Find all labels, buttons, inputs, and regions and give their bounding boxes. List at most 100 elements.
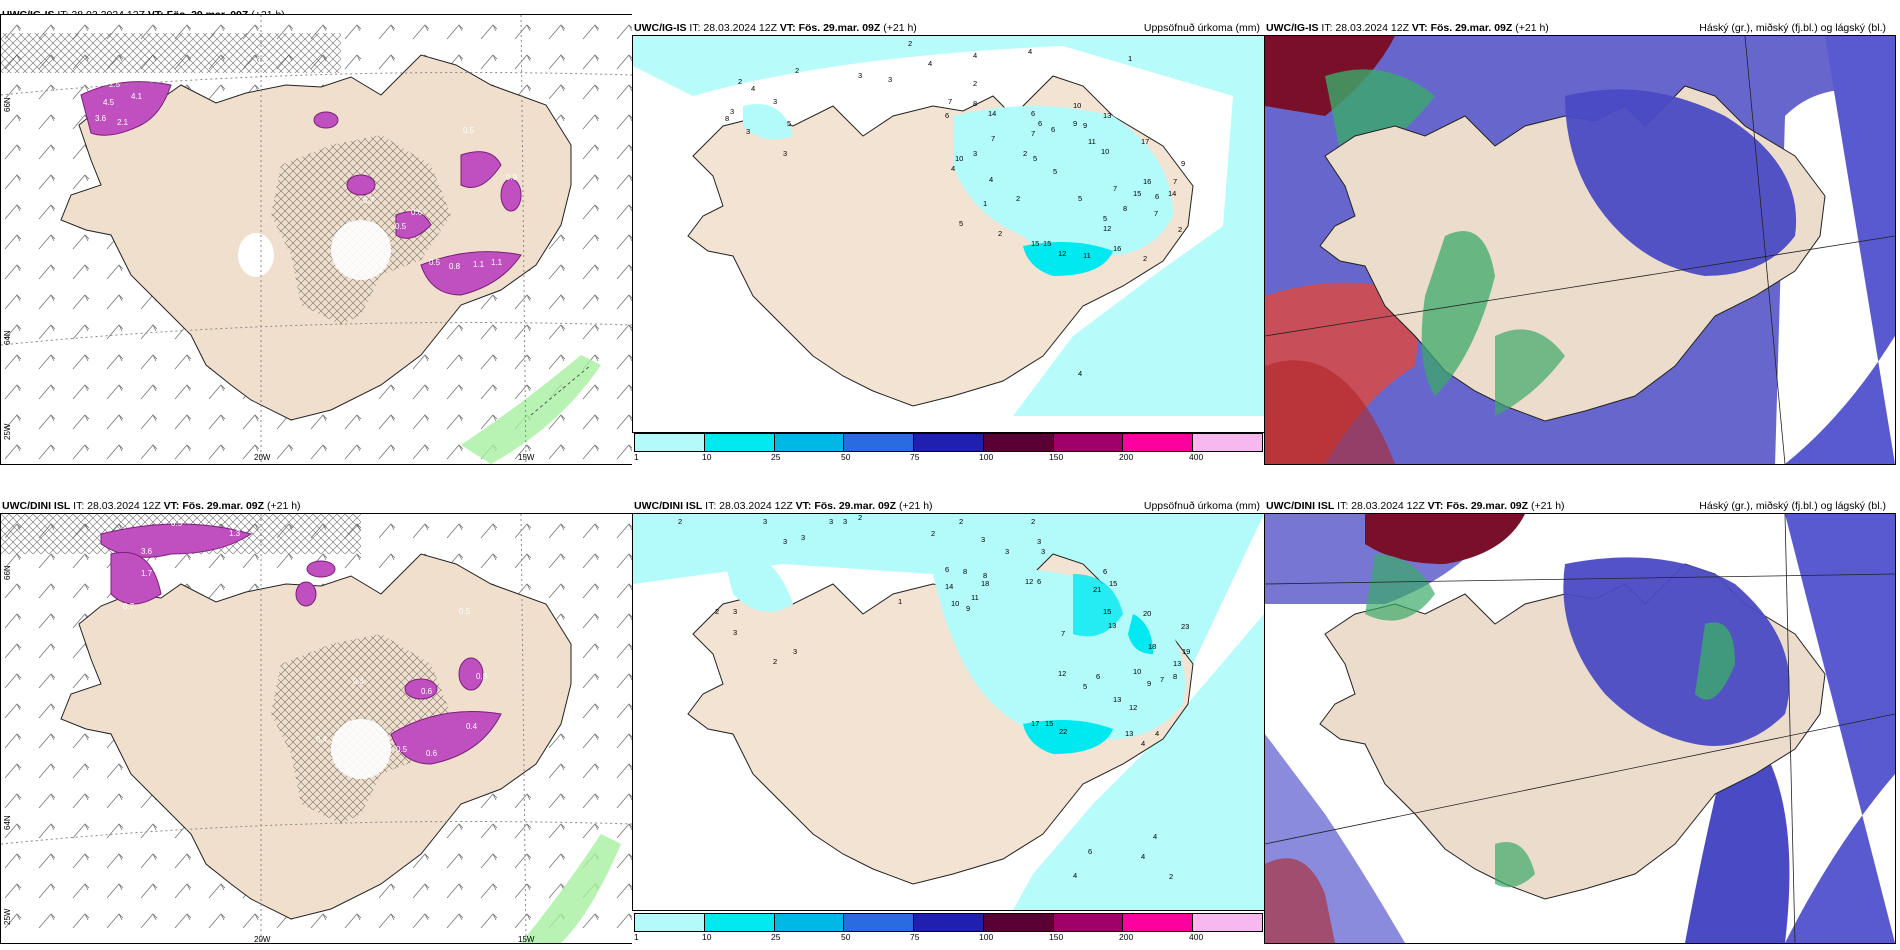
svg-text:2: 2	[1143, 254, 1147, 263]
colorbar-swatch	[844, 914, 915, 931]
svg-text:16: 16	[1143, 177, 1151, 186]
wind-val: 0.8	[449, 262, 461, 271]
wind-val: 0.5	[459, 607, 471, 616]
wind-map-svg: 0.5 1.3 3.6 1.7 2.1 0.7 0.4 0.4 0.6 0.5 …	[1, 514, 632, 943]
wind-val: 1.7	[141, 569, 153, 578]
lat-label: 66N	[3, 565, 12, 580]
svg-text:8: 8	[1173, 672, 1177, 681]
svg-text:5: 5	[1078, 194, 1082, 203]
svg-text:11: 11	[1083, 251, 1091, 260]
svg-text:3: 3	[1037, 537, 1041, 546]
wind-map-svg: 2.5 4.5 4.1 3.6 2.1 0.5 0.7 0.6 0.5 0.5 …	[1, 15, 632, 464]
svg-text:3: 3	[733, 628, 737, 637]
svg-text:7: 7	[1173, 177, 1177, 186]
colorbar	[634, 913, 1263, 932]
colorbar-swatch	[704, 914, 775, 931]
wind-val: 1.3	[229, 529, 241, 538]
colorbar-label: 100	[979, 452, 994, 462]
svg-text:5: 5	[1103, 214, 1107, 223]
svg-text:6: 6	[1155, 192, 1159, 201]
svg-text:7: 7	[1061, 629, 1065, 638]
svg-text:14: 14	[1168, 189, 1176, 198]
svg-text:15: 15	[1109, 579, 1117, 588]
colorbar-swatch	[1053, 914, 1124, 931]
svg-text:22: 22	[1059, 727, 1067, 736]
svg-text:6: 6	[1051, 125, 1055, 134]
colorbar-label: 1	[634, 932, 639, 942]
colorbar-labels: 1 10 25 50 75 100 150 200 400	[634, 452, 1261, 464]
svg-text:2: 2	[959, 517, 963, 526]
svg-text:12: 12	[1129, 703, 1137, 712]
svg-text:9: 9	[1073, 119, 1077, 128]
wind-val: 3.6	[141, 547, 153, 556]
svg-text:7: 7	[1154, 209, 1158, 218]
svg-text:8: 8	[1123, 204, 1127, 213]
svg-text:19: 19	[1182, 647, 1190, 656]
svg-text:3: 3	[858, 71, 862, 80]
map-precip-top: 2 4 4 4 1 3 3 2 2 3 4 3 3 8 5 7 8 14 6 6	[632, 35, 1265, 433]
svg-text:18: 18	[981, 579, 989, 588]
colorbar-swatch	[1123, 914, 1194, 931]
lat-label: 64N	[3, 330, 12, 345]
svg-text:14: 14	[988, 109, 996, 118]
colorbar-label: 400	[1189, 452, 1204, 462]
colorbar-swatch	[635, 914, 705, 931]
map-precip-bottom: 2 3 3 3 3 3 2 2 2 3 3 2 3 3 6 8 8 14 18 …	[632, 513, 1265, 911]
map-wind-top: 2.5 4.5 4.1 3.6 2.1 0.5 0.7 0.6 0.5 0.5 …	[0, 14, 633, 465]
lon-label: 15W	[518, 453, 535, 462]
lon-label: 20W	[254, 935, 271, 944]
svg-text:2: 2	[738, 77, 742, 86]
wind-val: 0.5	[463, 126, 475, 135]
panel-title: UWC/DINI ISL IT: 28.03.2024 12Z VT: Fös.…	[634, 500, 933, 512]
svg-text:17: 17	[1031, 719, 1039, 728]
svg-text:7: 7	[1031, 129, 1035, 138]
wind-val: 0.8	[476, 672, 488, 681]
svg-text:4: 4	[989, 175, 993, 184]
svg-text:2: 2	[858, 514, 862, 522]
svg-text:2: 2	[931, 529, 935, 538]
colorbar-swatch	[983, 914, 1054, 931]
svg-text:7: 7	[948, 97, 952, 106]
colorbar-label: 150	[1049, 932, 1064, 942]
svg-text:5: 5	[787, 119, 791, 128]
colorbar-swatch	[774, 434, 845, 451]
panel-variable-title: Háský (gr.), miðský (fj.bl.) og lágský (…	[1699, 22, 1886, 34]
svg-text:7: 7	[991, 134, 995, 143]
wind-val: 4.1	[131, 92, 143, 101]
colorbar-label: 10	[702, 932, 712, 942]
svg-text:4: 4	[1141, 739, 1145, 748]
wind-val: 0.5	[429, 258, 441, 267]
svg-text:4: 4	[1155, 729, 1159, 738]
svg-text:6: 6	[1103, 567, 1107, 576]
svg-text:6: 6	[945, 111, 949, 120]
lat-label: 25W	[3, 423, 12, 440]
wind-val: 3.6	[95, 114, 107, 123]
svg-text:4: 4	[1153, 832, 1157, 841]
panel-wind-top: UWC/IG-IS IT: 28.03.2024 12Z VT: Fös. 29…	[0, 0, 633, 465]
panel-variable-title: Háský (gr.), miðský (fj.bl.) og lágský (…	[1699, 500, 1886, 512]
wind-val: 1.1	[473, 260, 485, 269]
svg-text:8: 8	[973, 99, 977, 108]
svg-text:15: 15	[1031, 239, 1039, 248]
svg-text:4: 4	[951, 164, 955, 173]
svg-text:3: 3	[973, 149, 977, 158]
precip-map-svg: 2 4 4 4 1 3 3 2 2 3 4 3 3 8 5 7 8 14 6 6	[633, 36, 1264, 432]
svg-text:13: 13	[1173, 659, 1181, 668]
panel-title: UWC/IG-IS IT: 28.03.2024 12Z VT: Fös. 29…	[634, 22, 917, 34]
panel-variable-title: Uppsöfnuð úrkoma (mm)	[1143, 500, 1260, 512]
svg-text:14: 14	[945, 582, 953, 591]
svg-text:2: 2	[773, 657, 777, 666]
svg-text:12: 12	[1103, 224, 1111, 233]
svg-text:13: 13	[1125, 729, 1133, 738]
svg-text:3: 3	[888, 75, 892, 84]
svg-text:2: 2	[1016, 194, 1020, 203]
colorbar-swatch	[914, 434, 984, 451]
svg-text:10: 10	[955, 154, 963, 163]
panel-precip-bottom: UWC/DINI ISL IT: 28.03.2024 12Z VT: Fös.…	[632, 480, 1265, 950]
colorbar-swatch	[774, 914, 845, 931]
svg-text:8: 8	[963, 567, 967, 576]
svg-text:20: 20	[1143, 609, 1151, 618]
wind-val: 0.5	[256, 56, 268, 65]
svg-text:3: 3	[843, 517, 847, 526]
svg-text:3: 3	[730, 107, 734, 116]
